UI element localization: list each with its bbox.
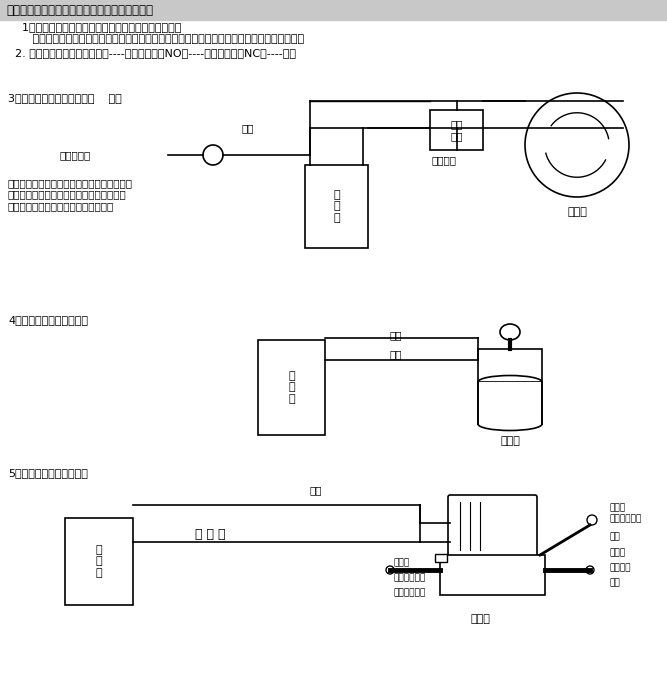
Text: 2. 有线联网接线说明：公共端----黄线，常开（NO）----蓝线，常闭（NC）----白线: 2. 有线联网接线说明：公共端----黄线，常开（NO）----蓝线，常闭（NC… <box>8 48 296 58</box>
Text: 机械手: 机械手 <box>470 614 490 624</box>
Text: 转臂和: 转臂和 <box>610 503 626 512</box>
Text: 1、壁挂安装，螺丝钉钉在墙上，将报警器挂在钉上。: 1、壁挂安装，螺丝钉钉在墙上，将报警器挂在钉上。 <box>8 22 181 32</box>
Text: 注：本机的排气扇开关可与原墙壁开关并联输
入排气扇，不影响原排气扇功能，并能在报
警时自动开启排气扇，排除有害气体。: 注：本机的排气扇开关可与原墙壁开关并联输 入排气扇，不影响原排气扇功能，并能在报… <box>8 178 133 211</box>
Text: 融合器: 融合器 <box>610 548 626 557</box>
Text: 吸顶安装，用两颗螺丝钉将底盘固定在天花板上。顺时针旋转报警器，将其轻扣固定在底盘上: 吸顶安装，用两颗螺丝钉将底盘固定在天花板上。顺时针旋转报警器，将其轻扣固定在底盘… <box>8 34 304 44</box>
Text: 黑 线 一: 黑 线 一 <box>195 529 225 541</box>
Text: 支架: 支架 <box>610 578 621 587</box>
Text: 4、报警器与电磁阀接线图: 4、报警器与电磁阀接线图 <box>8 315 88 325</box>
Text: 手柄: 手柄 <box>610 532 621 541</box>
Text: 燃气球阀: 燃气球阀 <box>610 563 632 572</box>
FancyBboxPatch shape <box>448 495 537 557</box>
Text: 报
警
器: 报 警 器 <box>288 371 295 404</box>
Text: 5、报警器与机械手接线图: 5、报警器与机械手接线图 <box>8 468 88 478</box>
Text: 电磁阀: 电磁阀 <box>500 436 520 446</box>
Bar <box>435 554 447 562</box>
Text: 空装耳: 空装耳 <box>393 558 409 567</box>
Bar <box>478 349 542 382</box>
Bar <box>478 382 542 424</box>
Text: 排气扇: 排气扇 <box>567 207 587 217</box>
Text: 燃气球阀心轴: 燃气球阀心轴 <box>393 588 426 597</box>
Text: 白线: 白线 <box>390 330 402 340</box>
Bar <box>430 110 483 150</box>
Bar <box>258 340 325 435</box>
Bar <box>305 165 368 248</box>
Bar <box>65 518 133 605</box>
Text: 黑线: 黑线 <box>390 349 402 359</box>
Text: 报
警
器: 报 警 器 <box>334 190 340 223</box>
Text: 八、附安装图（接电源时请注意产品上的图标）: 八、附安装图（接电源时请注意产品上的图标） <box>6 3 153 17</box>
Bar <box>440 555 545 595</box>
Text: 报警器电源: 报警器电源 <box>60 150 91 160</box>
Text: 红线: 红线 <box>310 485 323 495</box>
Text: 报
警
器: 报 警 器 <box>95 545 102 578</box>
Text: 火线: 火线 <box>242 123 255 133</box>
Text: 墙壁开关: 墙壁开关 <box>432 155 457 165</box>
Text: 机械手输出轴: 机械手输出轴 <box>393 573 426 582</box>
Text: 3、报警器与排气扇接线图节    零线: 3、报警器与排气扇接线图节 零线 <box>8 93 122 103</box>
Text: 手柄卡持螺钉: 手柄卡持螺钉 <box>610 514 642 523</box>
Text: 墙壁
开关: 墙壁 开关 <box>450 119 463 141</box>
